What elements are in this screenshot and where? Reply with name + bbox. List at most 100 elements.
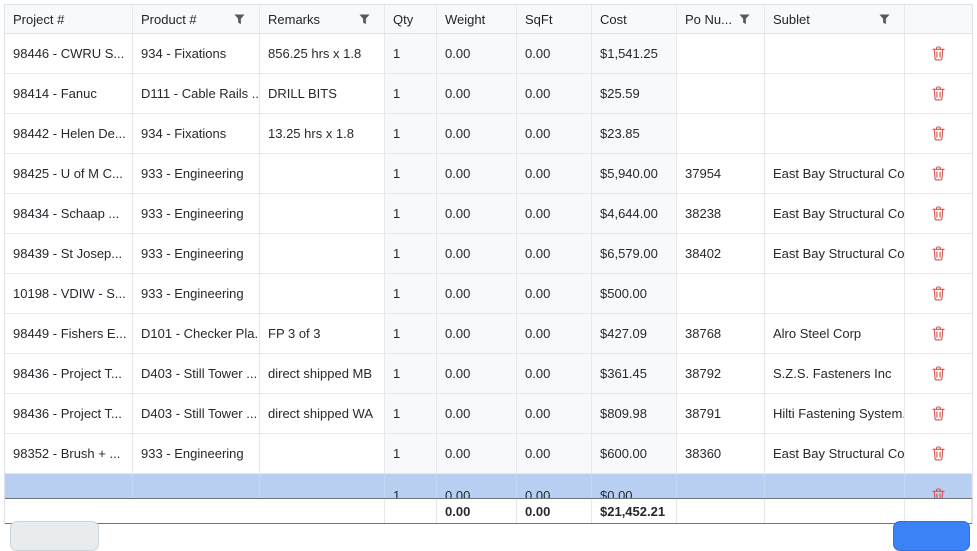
sqft-cell[interactable]: 0.00	[517, 34, 592, 73]
sqft-cell[interactable]: 0.00	[517, 274, 592, 313]
filter-icon[interactable]	[879, 13, 890, 25]
project-cell[interactable]: 98449 - Fishers E...	[5, 314, 133, 353]
delete-row-button[interactable]	[932, 166, 945, 181]
product-cell[interactable]: 933 - Engineering	[133, 194, 260, 233]
product-cell[interactable]: 933 - Engineering	[133, 154, 260, 193]
delete-row-button[interactable]	[931, 488, 945, 498]
product-cell[interactable]: 933 - Engineering	[133, 274, 260, 313]
project-cell[interactable]: 10198 - VDIW - S...	[5, 274, 133, 313]
qty-cell[interactable]: 1	[385, 154, 437, 193]
po-number-cell[interactable]	[677, 274, 765, 313]
weight-cell[interactable]: 0.00	[437, 114, 517, 153]
delete-row-button[interactable]	[932, 126, 945, 141]
remarks-cell[interactable]	[260, 194, 385, 233]
qty-cell[interactable]: 1	[385, 434, 437, 473]
weight-cell[interactable]: 0.00	[437, 314, 517, 353]
project-cell[interactable]: 98425 - U of M C...	[5, 154, 133, 193]
delete-row-button[interactable]	[932, 406, 945, 421]
po-number-cell[interactable]: 38360	[677, 434, 765, 473]
product-cell[interactable]: D403 - Still Tower ...	[133, 354, 260, 393]
sublet-cell[interactable]: S.Z.S. Fasteners Inc	[765, 354, 905, 393]
po-number-cell[interactable]	[677, 74, 765, 113]
remarks-cell[interactable]	[260, 274, 385, 313]
product-cell[interactable]: 933 - Engineering	[133, 234, 260, 273]
table-row[interactable]: 98434 - Schaap ... 933 - Engineering 1 0…	[5, 194, 972, 234]
filter-icon[interactable]	[234, 13, 245, 25]
product-cell[interactable]: 933 - Engineering	[133, 434, 260, 473]
delete-row-button[interactable]	[932, 326, 945, 341]
delete-row-button[interactable]	[932, 46, 945, 61]
table-row[interactable]: 98449 - Fishers E... D101 - Checker Pla.…	[5, 314, 972, 354]
po-number-cell[interactable]	[677, 114, 765, 153]
weight-cell[interactable]: 0.00	[437, 74, 517, 113]
selected-new-row[interactable]: 1 0.00 0.00 $0.00	[5, 474, 972, 498]
weight-cell[interactable]: 0.00	[437, 394, 517, 433]
weight-cell[interactable]: 0.00	[437, 274, 517, 313]
sqft-cell[interactable]: 0.00	[517, 194, 592, 233]
column-header-weight[interactable]: Weight	[437, 5, 517, 33]
po-number-cell[interactable]: 38791	[677, 394, 765, 433]
weight-cell[interactable]: 0.00	[437, 234, 517, 273]
table-row[interactable]: 98442 - Helen De... 934 - Fixations 13.2…	[5, 114, 972, 154]
sqft-cell[interactable]: 0.00	[517, 354, 592, 393]
column-header-product[interactable]: Product #	[133, 5, 260, 33]
qty-cell[interactable]: 1	[385, 74, 437, 113]
delete-row-button[interactable]	[932, 286, 945, 301]
cost-cell[interactable]: $25.59	[592, 74, 677, 113]
qty-cell[interactable]: 1	[385, 34, 437, 73]
po-number-cell[interactable]: 37954	[677, 154, 765, 193]
project-cell[interactable]: 98434 - Schaap ...	[5, 194, 133, 233]
sublet-cell[interactable]: East Bay Structural Co...	[765, 194, 905, 233]
sublet-cell[interactable]	[765, 114, 905, 153]
po-number-cell[interactable]: 38768	[677, 314, 765, 353]
remarks-cell[interactable]: direct shipped MB	[260, 354, 385, 393]
column-header-sublet[interactable]: Sublet	[765, 5, 905, 33]
cost-cell[interactable]: $500.00	[592, 274, 677, 313]
qty-cell[interactable]: 1	[385, 474, 437, 498]
remarks-cell[interactable]	[260, 434, 385, 473]
po-number-cell[interactable]	[677, 474, 765, 498]
sqft-cell[interactable]: 0.00	[517, 154, 592, 193]
weight-cell[interactable]: 0.00	[437, 194, 517, 233]
remarks-cell[interactable]	[260, 234, 385, 273]
qty-cell[interactable]: 1	[385, 114, 437, 153]
sublet-cell[interactable]: East Bay Structural Co...	[765, 434, 905, 473]
product-cell[interactable]: 934 - Fixations	[133, 34, 260, 73]
column-header-po-number[interactable]: Po Nu...	[677, 5, 765, 33]
sqft-cell[interactable]: 0.00	[517, 234, 592, 273]
cost-cell[interactable]: $361.45	[592, 354, 677, 393]
po-number-cell[interactable]: 38238	[677, 194, 765, 233]
weight-cell[interactable]: 0.00	[437, 154, 517, 193]
sublet-cell[interactable]	[765, 274, 905, 313]
remarks-cell[interactable]	[260, 474, 385, 498]
delete-row-button[interactable]	[932, 246, 945, 261]
cost-cell[interactable]: $23.85	[592, 114, 677, 153]
po-number-cell[interactable]: 38402	[677, 234, 765, 273]
cost-cell[interactable]: $4,644.00	[592, 194, 677, 233]
weight-cell[interactable]: 0.00	[437, 34, 517, 73]
sublet-cell[interactable]	[765, 34, 905, 73]
weight-cell[interactable]: 0.00	[437, 354, 517, 393]
cost-cell[interactable]: $1,541.25	[592, 34, 677, 73]
qty-cell[interactable]: 1	[385, 354, 437, 393]
product-cell[interactable]: D101 - Checker Pla...	[133, 314, 260, 353]
sqft-cell[interactable]: 0.00	[517, 314, 592, 353]
sqft-cell[interactable]: 0.00	[517, 394, 592, 433]
project-cell[interactable]: 98446 - CWRU S...	[5, 34, 133, 73]
remarks-cell[interactable]: direct shipped WA	[260, 394, 385, 433]
delete-row-button[interactable]	[932, 206, 945, 221]
cost-cell[interactable]: $0.00	[592, 474, 677, 498]
qty-cell[interactable]: 1	[385, 314, 437, 353]
filter-icon[interactable]	[739, 13, 750, 25]
weight-cell[interactable]: 0.00	[437, 434, 517, 473]
delete-row-button[interactable]	[932, 366, 945, 381]
cost-cell[interactable]: $809.98	[592, 394, 677, 433]
column-header-sqft[interactable]: SqFt	[517, 5, 592, 33]
product-cell[interactable]: D111 - Cable Rails ...	[133, 74, 260, 113]
sublet-cell[interactable]: Hilti Fastening System...	[765, 394, 905, 433]
sqft-cell[interactable]: 0.00	[517, 74, 592, 113]
remarks-cell[interactable]	[260, 154, 385, 193]
sqft-cell[interactable]: 0.00	[517, 474, 592, 498]
project-cell[interactable]: 98442 - Helen De...	[5, 114, 133, 153]
sublet-cell[interactable]: Alro Steel Corp	[765, 314, 905, 353]
